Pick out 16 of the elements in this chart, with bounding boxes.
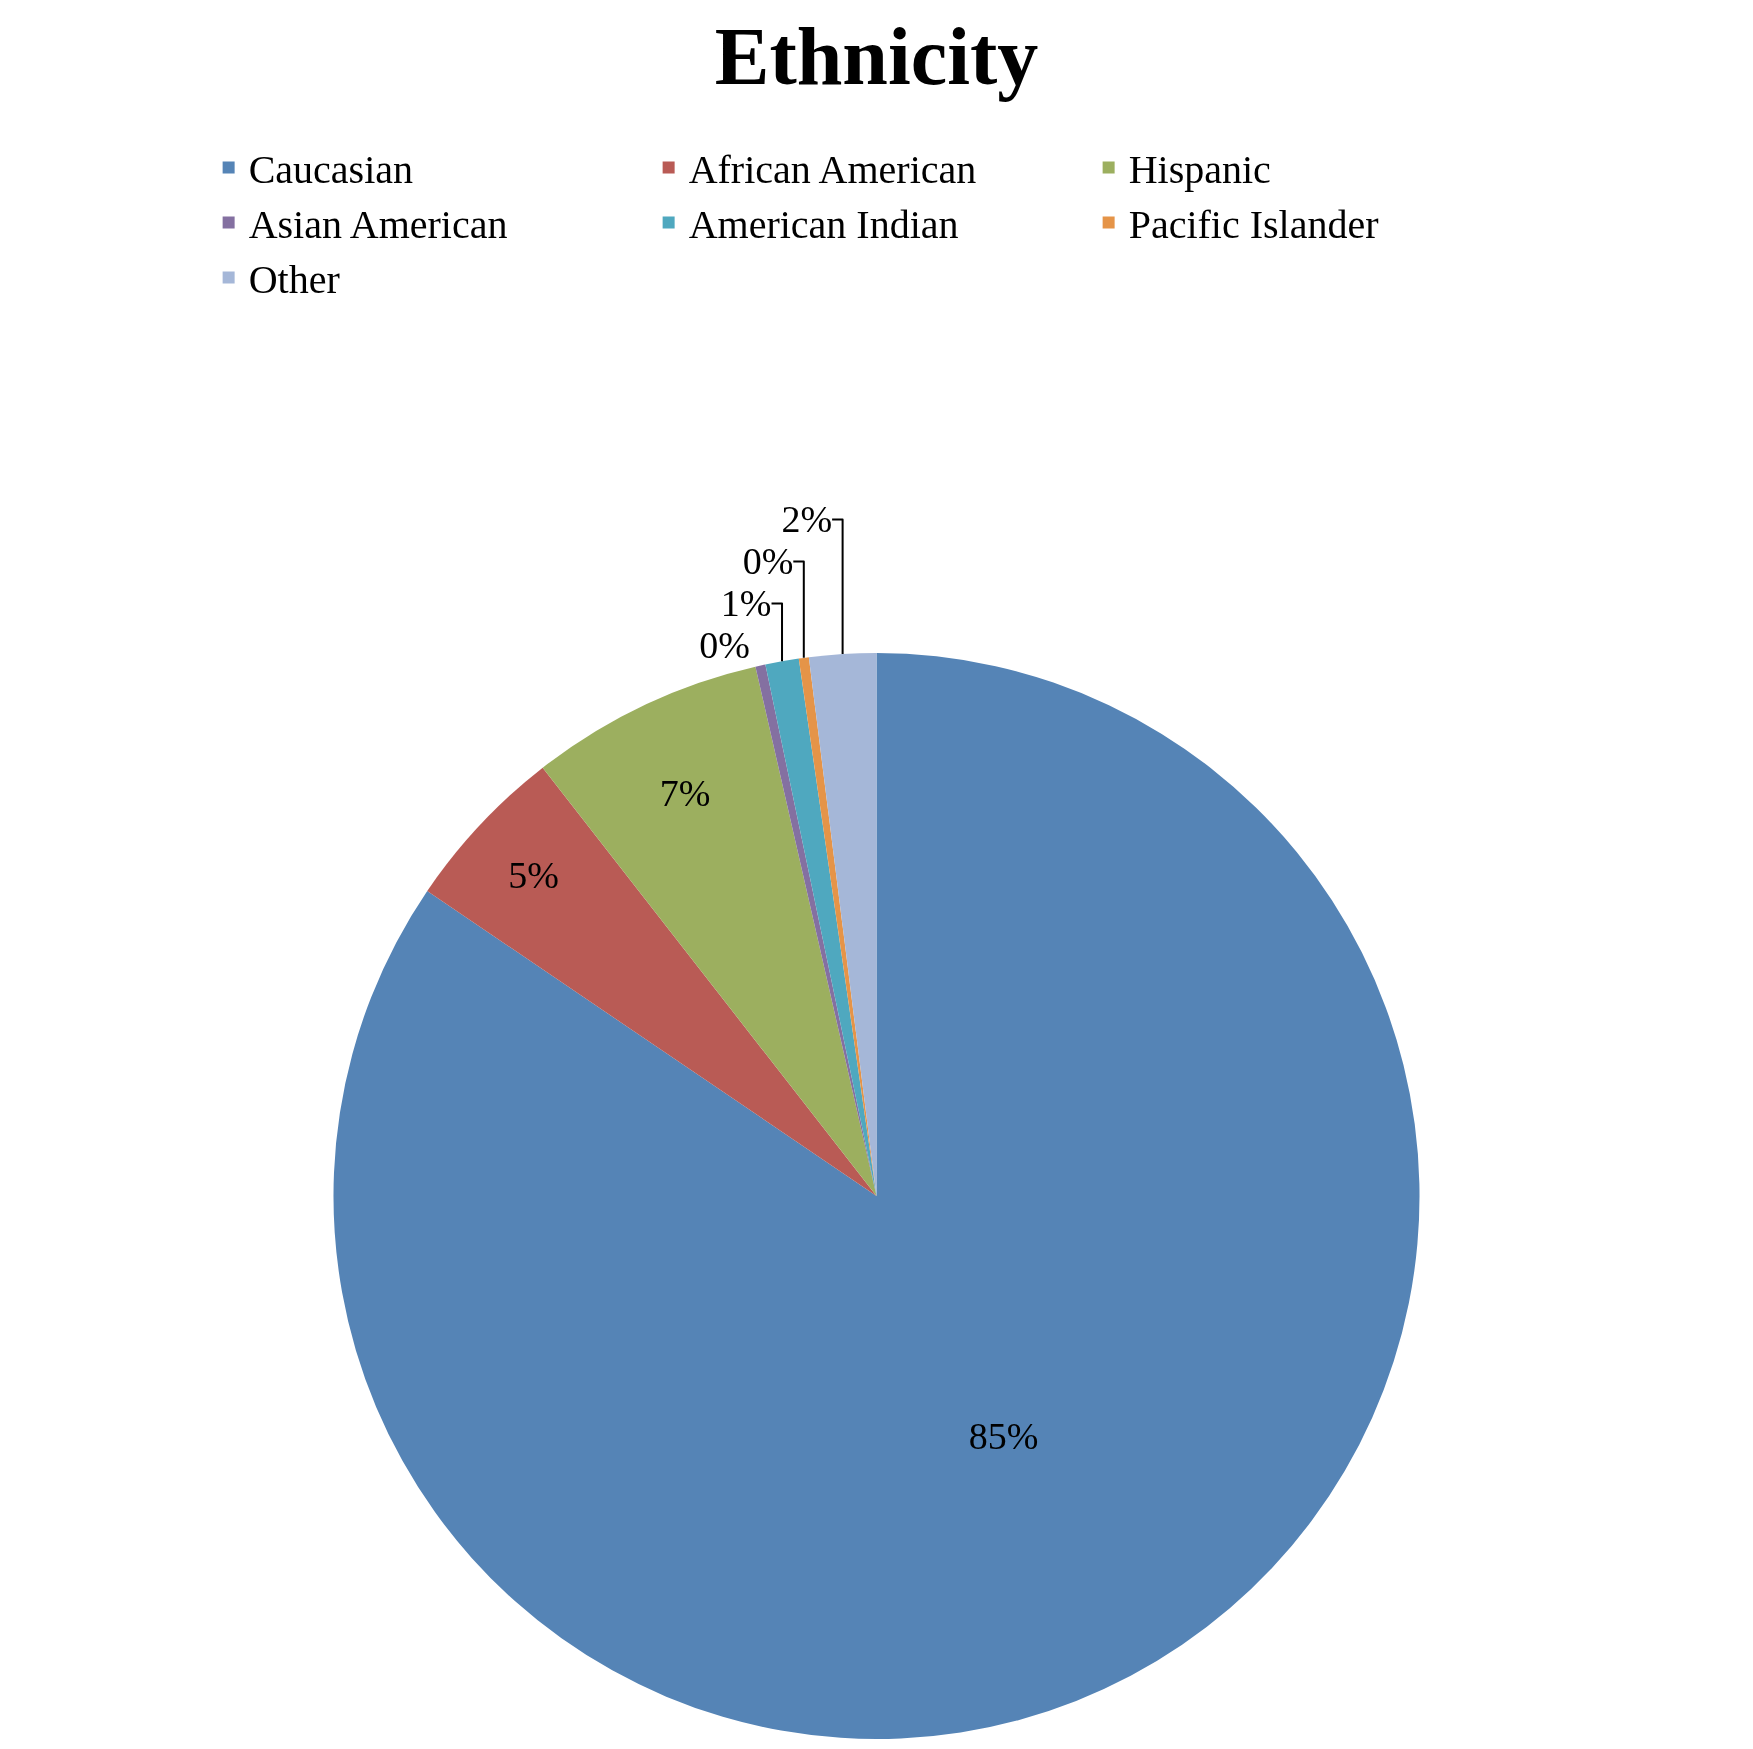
legend-label: Asian American — [248, 202, 508, 248]
data-label: 5% — [508, 853, 559, 896]
legend-label: Caucasian — [248, 147, 414, 193]
chart-title: Ethnicity — [714, 10, 1039, 102]
data-label: 1% — [720, 582, 772, 625]
data-label: 0% — [742, 540, 794, 583]
data-label: 2% — [781, 498, 833, 541]
pie-slice — [427, 767, 877, 1196]
legend-label: African American — [688, 147, 977, 193]
data-label: 7% — [659, 771, 711, 814]
legend-label: Pacific Islander — [1128, 202, 1379, 248]
data-label: 85% — [968, 1414, 1039, 1457]
legend-label: American Indian — [688, 202, 959, 248]
legend-label: Hispanic — [1128, 147, 1271, 193]
legend-label: Other — [248, 257, 340, 303]
data-label: 0% — [699, 624, 750, 667]
